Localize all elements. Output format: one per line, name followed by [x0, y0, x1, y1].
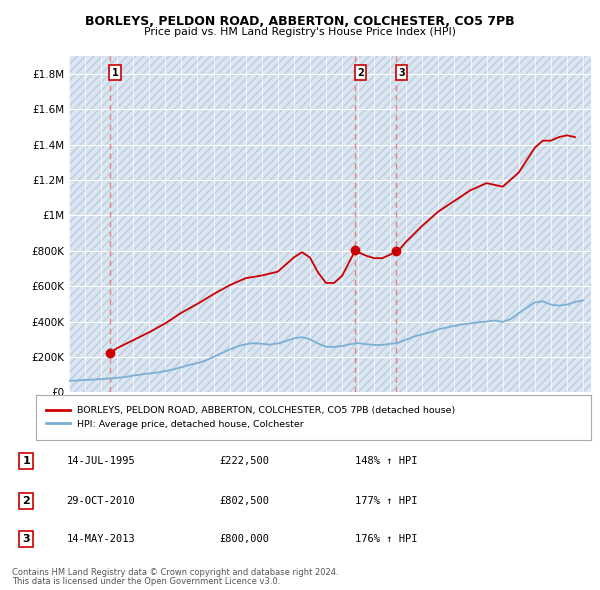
- Text: 176% ↑ HPI: 176% ↑ HPI: [355, 534, 417, 544]
- Text: 2: 2: [358, 68, 364, 78]
- Text: 14-MAY-2013: 14-MAY-2013: [67, 534, 136, 544]
- Text: £222,500: £222,500: [220, 456, 269, 466]
- Text: 1: 1: [23, 456, 30, 466]
- Text: 1: 1: [112, 68, 118, 78]
- Text: BORLEYS, PELDON ROAD, ABBERTON, COLCHESTER, CO5 7PB: BORLEYS, PELDON ROAD, ABBERTON, COLCHEST…: [85, 15, 515, 28]
- Text: £802,500: £802,500: [220, 496, 269, 506]
- Text: £800,000: £800,000: [220, 534, 269, 544]
- Text: This data is licensed under the Open Government Licence v3.0.: This data is licensed under the Open Gov…: [12, 577, 280, 586]
- Text: 148% ↑ HPI: 148% ↑ HPI: [355, 456, 417, 466]
- Text: 14-JUL-1995: 14-JUL-1995: [67, 456, 136, 466]
- Text: 3: 3: [23, 534, 30, 544]
- Text: 2: 2: [23, 496, 30, 506]
- Legend: BORLEYS, PELDON ROAD, ABBERTON, COLCHESTER, CO5 7PB (detached house), HPI: Avera: BORLEYS, PELDON ROAD, ABBERTON, COLCHEST…: [43, 404, 458, 431]
- Text: Contains HM Land Registry data © Crown copyright and database right 2024.: Contains HM Land Registry data © Crown c…: [12, 568, 338, 576]
- Text: 177% ↑ HPI: 177% ↑ HPI: [355, 496, 417, 506]
- Text: 3: 3: [398, 68, 405, 78]
- Text: Price paid vs. HM Land Registry's House Price Index (HPI): Price paid vs. HM Land Registry's House …: [144, 27, 456, 37]
- Text: 29-OCT-2010: 29-OCT-2010: [67, 496, 136, 506]
